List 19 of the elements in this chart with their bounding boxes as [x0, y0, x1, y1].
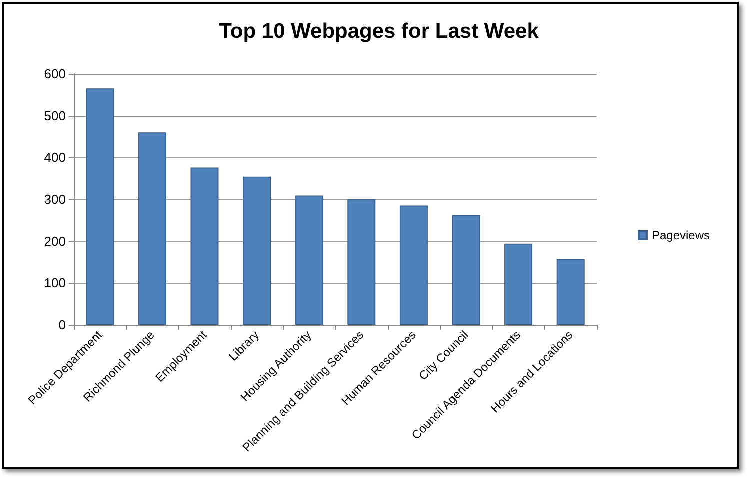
- y-tick-label: 300: [44, 192, 66, 207]
- y-tick-label: 200: [44, 234, 66, 249]
- bar: [504, 244, 533, 325]
- bar: [86, 88, 114, 325]
- bar: [295, 196, 324, 325]
- y-tick-label: 600: [44, 66, 66, 82]
- bar: [348, 200, 376, 325]
- bar: [556, 259, 585, 325]
- legend-label: Pageviews: [652, 228, 710, 242]
- y-tick-label: 100: [44, 276, 66, 291]
- bar: [243, 176, 272, 325]
- bar: [190, 168, 219, 325]
- chart-title: Top 10 Webpages for Last Week: [219, 20, 540, 43]
- y-tick-label: 500: [44, 108, 66, 124]
- y-tick-label: 400: [44, 150, 66, 166]
- bar: [400, 206, 428, 325]
- bar: [138, 132, 166, 325]
- bar: [452, 215, 480, 325]
- y-tick-label: 0: [58, 318, 66, 332]
